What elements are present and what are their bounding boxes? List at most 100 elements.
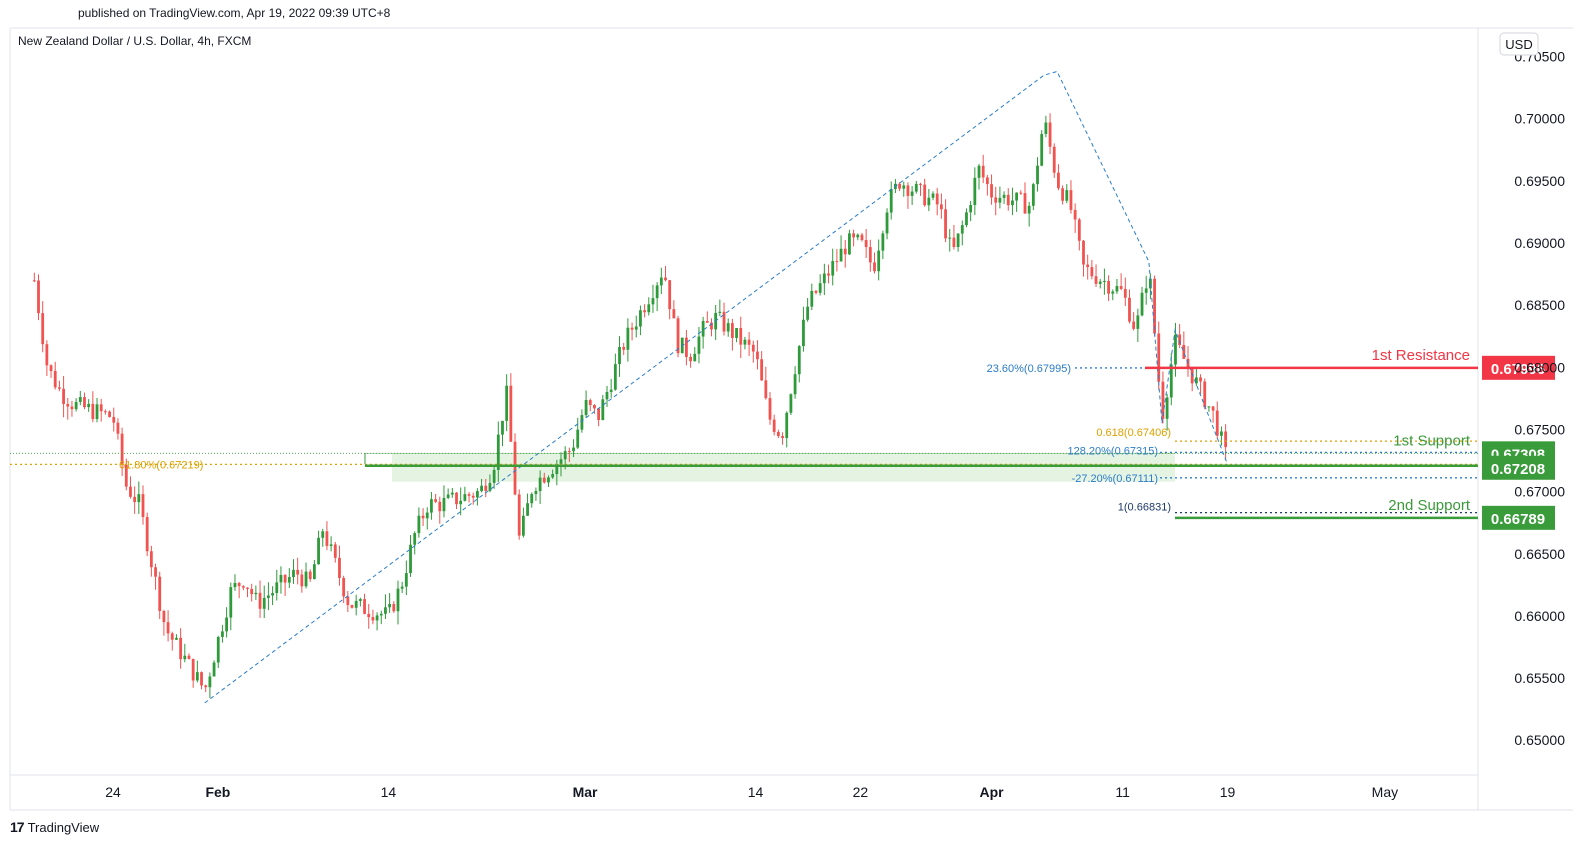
candle-body [145,517,149,552]
x-tick-label: 14 [381,784,397,800]
candle-body [1224,431,1228,448]
candle-body [555,464,559,475]
candle-body [95,404,99,420]
candle-body [517,494,521,536]
price-tag[interactable] [1482,455,1555,480]
candle-body [530,494,534,504]
candle-body [572,447,575,452]
candle-body [1119,286,1123,289]
axes: 0.705000.700000.695000.690000.685000.680… [105,49,1565,800]
candle-body [705,321,709,323]
currency-label: USD [1505,37,1532,52]
candle-body [141,494,145,518]
candle-body [116,422,120,434]
candle-body [1111,291,1115,294]
candle-body [939,204,943,210]
candle-body [425,512,429,519]
candle-body [914,183,918,192]
candle-body [1153,278,1156,334]
candle-body [1115,286,1119,292]
candle-body [367,613,371,618]
candle-body [969,205,973,213]
candle-body [760,359,764,381]
candle-body [793,374,797,395]
y-tick-label: 0.70000 [1514,111,1565,127]
symbol-title: New Zealand Dollar / U.S. Dollar, 4h, FX… [18,34,251,48]
candle-body [208,676,212,688]
candle-body [1031,184,1035,206]
candle-body [526,503,529,516]
candle-body [513,441,517,495]
price-tag[interactable] [1482,355,1555,380]
price-tag[interactable] [1482,505,1555,530]
candle-body [1065,190,1069,201]
candle-body [175,637,178,640]
candle-body [906,185,910,196]
fib-label: -27.20%(0.67111) [1072,473,1158,485]
level-name: 2nd Support [1388,497,1471,514]
currency-button[interactable]: USD [1499,32,1539,56]
candle-body [730,323,734,338]
candle-body [605,391,609,400]
candle-body [434,499,438,502]
candle-body [697,336,701,354]
candle-body [1077,219,1081,241]
candle-body [1090,267,1094,277]
candle-body [923,184,927,206]
candle-body [1057,172,1060,189]
candle-body [1174,334,1177,365]
fib-label: 128.20%(0.67315) [1067,445,1158,457]
candle-body [430,499,433,513]
candle-body [246,587,249,589]
candle-body [342,577,346,597]
candle-body [379,613,383,616]
candle-body [187,655,191,659]
candle-body [241,586,245,588]
candle-body [588,400,592,406]
candle-body [822,273,826,284]
candles [32,113,1228,699]
candle-body [149,551,153,568]
candle-body [321,531,325,538]
candle-body [204,685,208,688]
candle-body [935,193,939,205]
candle-body [852,233,856,238]
candle-body [990,184,993,198]
candle-body [1048,122,1052,147]
candle-body [492,469,496,483]
candle-body [459,500,463,505]
candle-body [659,277,663,286]
candle-body [1211,406,1215,411]
candle-body [1006,194,1010,206]
candle-body [839,248,843,262]
candle-body [898,183,901,189]
tradingview-brand[interactable]: 17 TradingView [10,819,99,835]
candle-body [885,212,889,234]
candle-body [860,234,864,241]
candle-body [1082,240,1085,265]
candle-body [977,165,981,178]
y-tick-label: 0.68500 [1514,297,1565,313]
candle-body [877,250,881,272]
candle-body [831,261,835,276]
candle-body [300,574,304,587]
candle-body [551,474,555,478]
price-tag-label: 0.67996 [1491,361,1545,378]
candle-body [864,240,868,248]
candle-body [672,309,676,319]
candle-body [593,405,596,409]
candle-body [471,495,475,498]
candle-body [1140,292,1144,316]
x-tick-label: May [1372,784,1398,800]
candle-body [501,420,504,435]
candle-body [910,191,914,196]
candle-body [785,412,789,439]
candle-body [1015,192,1019,201]
candle-body [179,637,183,660]
candle-body [41,313,45,345]
candle-body [889,189,893,213]
candle-body [200,672,203,686]
candle-body [70,406,74,410]
candle-body [1098,281,1102,284]
